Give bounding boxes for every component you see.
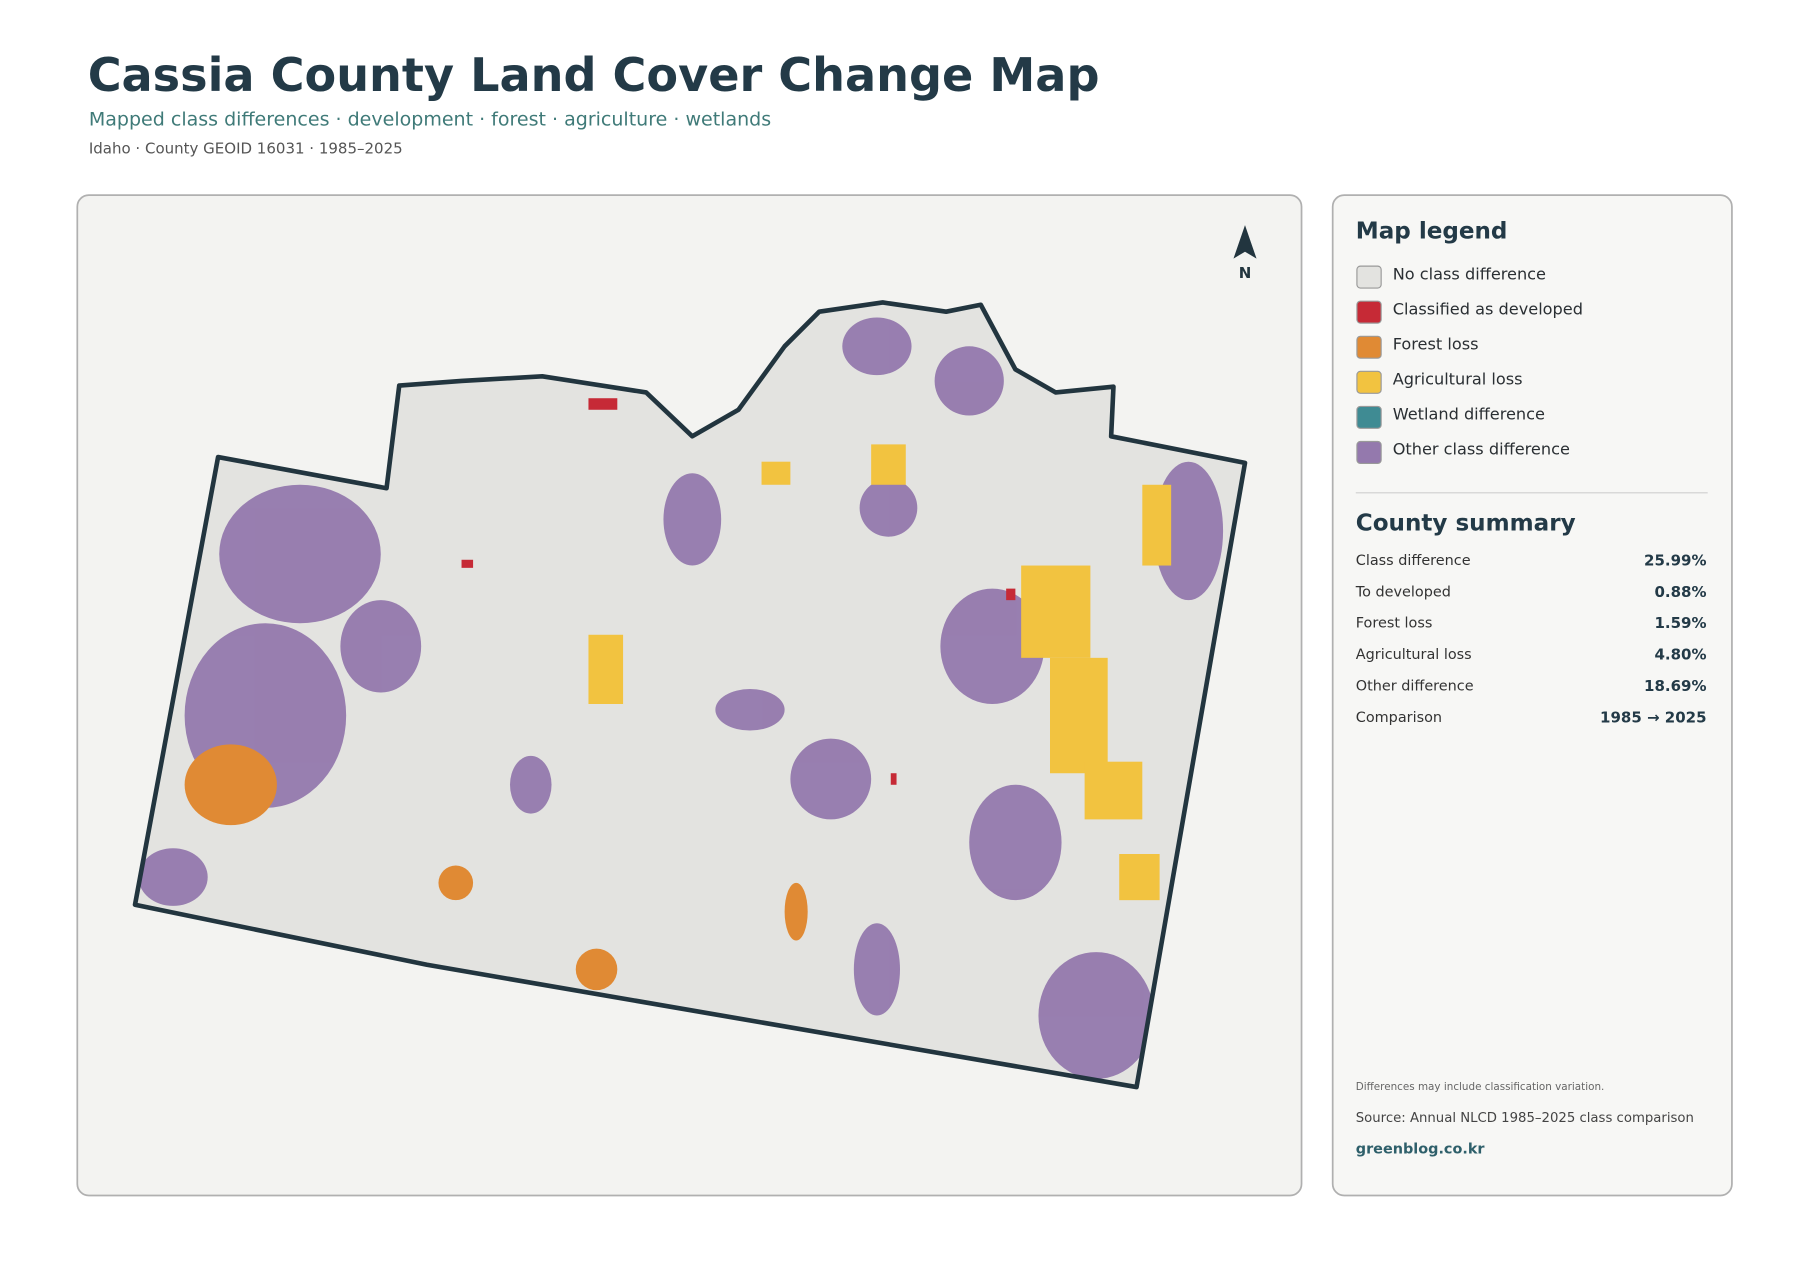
summary-label: Forest loss (1356, 616, 1433, 632)
legend-label: Agricultural loss (1393, 370, 1523, 389)
meta: Idaho · County GEOID 16031 · 1985–2025 (89, 140, 403, 158)
subtitle: Mapped class differences · development ·… (89, 109, 771, 131)
summary-label: Class difference (1356, 553, 1471, 569)
legend-label: Other class difference (1393, 440, 1570, 459)
legend-swatch (1356, 370, 1382, 394)
legend-title: Map legend (1356, 219, 1508, 245)
legend-label: Classified as developed (1393, 299, 1583, 318)
legend-swatch (1356, 440, 1382, 464)
north-arrow (1233, 225, 1257, 259)
legend-swatch (1356, 300, 1382, 324)
summary-title: County summary (1356, 511, 1576, 537)
summary-label: Agricultural loss (1356, 647, 1472, 663)
legend-label: Forest loss (1393, 334, 1479, 353)
title: Cassia County Land Cover Change Map (88, 48, 1100, 102)
sidebar (1331, 194, 1733, 1197)
north-label: N (1239, 264, 1252, 282)
legend-swatch (1356, 265, 1382, 289)
footer-note: Differences may include classification v… (1356, 1081, 1605, 1093)
legend-label: Wetland difference (1393, 405, 1545, 424)
summary: Class difference 25.99% To developed 0.88% F… (1355, 551, 1707, 726)
legend: No class difference Classified as develop… (1356, 264, 1583, 464)
summary-value: 25.99% (1644, 551, 1706, 569)
summary-value: 1985 → 2025 (1600, 708, 1707, 726)
county-outline (132, 300, 1248, 1090)
legend-swatch (1356, 405, 1382, 429)
summary-label: Other difference (1356, 678, 1474, 694)
summary-value: 4.80% (1654, 646, 1706, 664)
footer-site: greenblog.co.kr (1356, 1141, 1486, 1157)
summary-value: 18.69% (1644, 677, 1706, 695)
footer-source: Source: Annual NLCD 1985–2025 class comp… (1356, 1111, 1694, 1126)
legend-label: No class difference (1393, 264, 1546, 283)
summary-label: Comparison (1356, 710, 1442, 726)
summary-label: To developed (1355, 584, 1451, 600)
legend-swatch (1356, 335, 1382, 359)
summary-value: 1.59% (1654, 614, 1706, 632)
summary-value: 0.88% (1654, 583, 1706, 601)
